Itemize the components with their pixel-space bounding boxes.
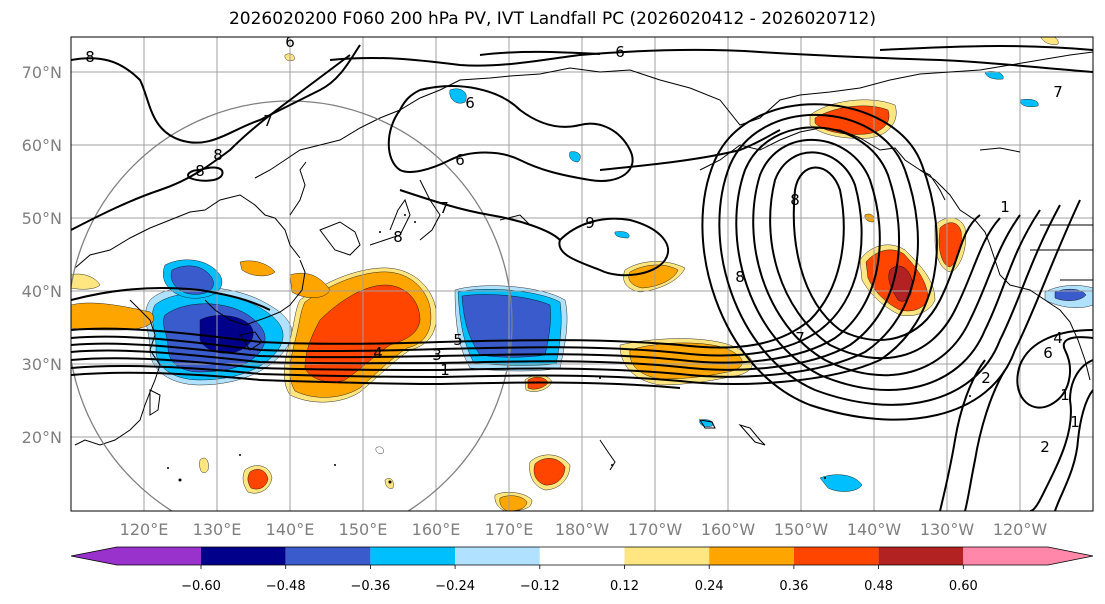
colorbar-segment bbox=[793, 547, 879, 565]
longitude-label: 130°W bbox=[920, 520, 975, 539]
map-title: 2026020200 F060 200 hPa PV, IVT Landfall… bbox=[228, 9, 876, 29]
longitude-labels: 120°E 130°E 140°E 150°E 160°E 170°E 180°W 170°W… bbox=[120, 520, 1048, 539]
colorbar-segment bbox=[709, 547, 794, 565]
contour-label: 1 bbox=[440, 361, 450, 379]
anomaly-region bbox=[569, 151, 581, 163]
contour-label: 6 bbox=[615, 43, 625, 61]
anomaly-region bbox=[199, 457, 209, 473]
colorbar-tick-label: −0.24 bbox=[435, 579, 475, 594]
longitude-label: 120°E bbox=[120, 520, 169, 539]
colorbar-tick-label: −0.60 bbox=[181, 579, 221, 594]
colorbar-segment bbox=[455, 547, 540, 565]
anomaly-region bbox=[71, 273, 101, 290]
contour-label: 4 bbox=[373, 344, 383, 362]
pv-contours bbox=[71, 44, 1093, 511]
colorbar-tick-label: −0.36 bbox=[350, 579, 390, 594]
contour-label: 8 bbox=[393, 228, 403, 246]
anomaly-region bbox=[1054, 288, 1087, 301]
contour-label: 7 bbox=[263, 112, 273, 130]
colorbar-segment bbox=[201, 547, 286, 565]
colorbar-segment bbox=[963, 547, 1048, 565]
anomaly-region bbox=[375, 446, 384, 454]
anomaly-region bbox=[289, 272, 331, 298]
contour-label: 4 bbox=[1053, 329, 1063, 347]
anomaly-region bbox=[614, 231, 630, 239]
contour-label: 7 bbox=[1053, 83, 1063, 101]
anomaly-region bbox=[449, 88, 467, 104]
latitude-label: 70°N bbox=[22, 63, 62, 82]
longitude-label: 130°E bbox=[193, 520, 242, 539]
contour-label: 8 bbox=[790, 191, 800, 209]
contour-label: 8 bbox=[735, 268, 745, 286]
anomaly-region bbox=[499, 495, 528, 511]
contour-label: 8 bbox=[85, 48, 95, 66]
longitude-label: 160°E bbox=[412, 520, 461, 539]
colorbar-segment bbox=[624, 547, 710, 565]
contour-label: 2 bbox=[981, 369, 991, 387]
contour-label: 3 bbox=[432, 346, 442, 364]
latitude-label: 60°N bbox=[22, 136, 62, 155]
contour-label: 1 bbox=[1000, 198, 1010, 216]
coastlines bbox=[74, 51, 1093, 471]
latitude-label: 50°N bbox=[22, 209, 62, 228]
longitude-label: 170°W bbox=[628, 520, 683, 539]
colorbar-extend-min bbox=[71, 547, 117, 565]
colorbar-tick-label: −0.12 bbox=[520, 579, 560, 594]
colorbar-tick-label: 0.48 bbox=[864, 579, 893, 594]
contour-label: 1 bbox=[1060, 386, 1070, 404]
colorbar-tick-label: −0.48 bbox=[266, 579, 306, 594]
colorbar: −0.60 −0.48 −0.36 −0.24 −0.12 0.12 0.24 0.36 0.4… bbox=[70, 546, 1094, 594]
map-frame bbox=[70, 36, 1094, 512]
contour-label: 6 bbox=[1043, 344, 1053, 362]
contour-label: 9 bbox=[585, 214, 595, 232]
anomaly-region bbox=[533, 458, 566, 486]
contour-label: 7 bbox=[439, 199, 449, 217]
longitude-label: 150°W bbox=[774, 520, 829, 539]
colorbar-tick-label: 0.12 bbox=[610, 579, 639, 594]
contour-label: 8 bbox=[213, 146, 223, 164]
contour-label: 6 bbox=[455, 151, 465, 169]
anomaly-region bbox=[819, 474, 863, 492]
colorbar-tick-label: 0.60 bbox=[949, 579, 978, 594]
latitude-label: 30°N bbox=[22, 355, 62, 374]
longitude-label: 140°W bbox=[847, 520, 902, 539]
contour-label: 6 bbox=[285, 33, 295, 51]
colorbar-segment bbox=[285, 547, 371, 565]
latitude-label: 40°N bbox=[22, 282, 62, 301]
contour-label: 7 bbox=[795, 329, 805, 347]
latitude-labels: 70°N 60°N 50°N 40°N 30°N 20°N bbox=[22, 63, 62, 447]
island-markers bbox=[167, 214, 971, 484]
contour-label: 2 bbox=[1040, 438, 1050, 456]
anomaly-region bbox=[239, 260, 276, 277]
colorbar-segment bbox=[878, 547, 964, 565]
contour-label: 5 bbox=[453, 331, 463, 349]
anomaly-region bbox=[1040, 37, 1059, 45]
longitude-label: 170°E bbox=[485, 520, 534, 539]
colorbar-tick-label: 0.36 bbox=[779, 579, 808, 594]
colorbar-segment bbox=[539, 547, 625, 565]
contour-label: 8 bbox=[195, 162, 205, 180]
colorbar-outline bbox=[70, 546, 1094, 566]
contour-label: 6 bbox=[465, 94, 475, 112]
longitude-label: 180°W bbox=[555, 520, 610, 539]
colorbar-tick-label: 0.24 bbox=[695, 579, 724, 594]
latitude-label: 20°N bbox=[22, 428, 62, 447]
anomaly-region bbox=[247, 469, 269, 490]
anomaly-region bbox=[1019, 99, 1039, 107]
colorbar-segment bbox=[370, 547, 456, 565]
longitude-label: 160°W bbox=[701, 520, 756, 539]
longitude-label: 140°E bbox=[266, 520, 315, 539]
anomaly-region bbox=[384, 478, 394, 489]
anomaly-region bbox=[628, 264, 679, 289]
colorbar-segment bbox=[117, 547, 201, 565]
contour-label: 1 bbox=[1070, 413, 1080, 431]
longitude-label: 150°E bbox=[339, 520, 388, 539]
longitude-label: 120°W bbox=[993, 520, 1048, 539]
colorbar-extend-max bbox=[1048, 547, 1093, 565]
